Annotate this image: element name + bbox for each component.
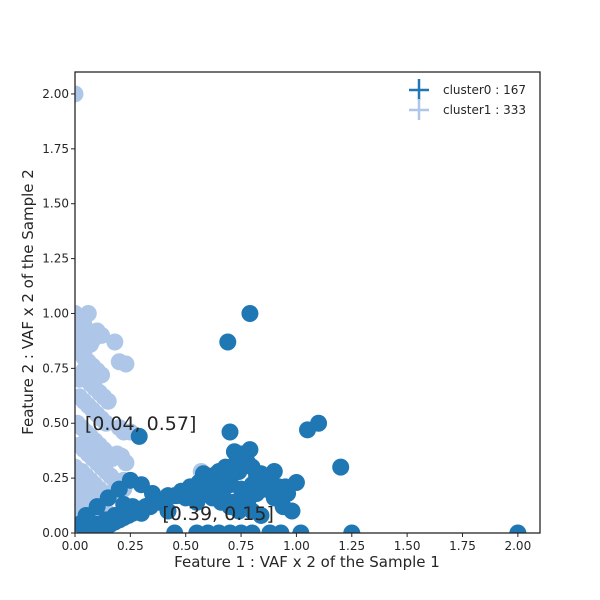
y-tick-label: 0.00: [42, 526, 69, 540]
x-tick-label: 1.25: [338, 539, 365, 553]
point-cluster1: [93, 326, 111, 344]
y-tick-label: 0.75: [42, 361, 69, 375]
point-cluster0: [221, 423, 239, 441]
x-tick-label: 1.50: [394, 539, 421, 553]
point-cluster0: [279, 484, 297, 502]
point-cluster0: [265, 484, 283, 502]
point-cluster0: [292, 524, 310, 533]
point-cluster0: [252, 506, 270, 524]
point-cluster0: [332, 458, 350, 476]
x-tick-label: 0.50: [172, 539, 199, 553]
point-cluster0: [243, 524, 261, 533]
x-tick-label: 0.00: [62, 539, 89, 553]
point-cluster0: [166, 524, 184, 533]
point-cluster1: [117, 454, 135, 472]
legend-marker-cluster1: [409, 99, 429, 120]
point-cluster1: [117, 355, 135, 373]
x-axis-label: Feature 1 : VAF x 2 of the Sample 1: [174, 553, 440, 571]
x-tick-label: 2.00: [504, 539, 531, 553]
x-axis-ticks: 0.00 0.25 0.50 0.75 1.00 1.25 1.50 1.75 2.00: [62, 533, 531, 553]
y-tick-label: 2.00: [42, 87, 69, 101]
y-axis-ticks: 0.00 0.25 0.50 0.75 1.00 1.25 1.50 1.75 2.00: [42, 87, 75, 540]
point-cluster0: [283, 502, 301, 520]
data-points: [75, 85, 527, 533]
y-axis-label: Feature 2 : VAF x 2 of the Sample 2: [19, 169, 37, 435]
y-tick-label: 1.75: [42, 142, 69, 156]
point-cluster0: [159, 487, 177, 505]
y-tick-label: 1.00: [42, 306, 69, 320]
point-cluster0: [217, 491, 235, 509]
legend-label-cluster1: cluster1 : 333: [443, 103, 526, 117]
point-cluster0: [299, 421, 316, 439]
legend-marker-cluster0: [409, 79, 429, 100]
point-cluster0: [130, 427, 148, 445]
point-cluster0: [272, 524, 290, 533]
point-cluster1: [106, 333, 124, 351]
point-cluster1: [75, 85, 84, 103]
point-cluster0: [241, 304, 259, 322]
plot-frame: [74, 71, 541, 534]
legend: cluster0 : 167 cluster1 : 333: [409, 79, 526, 120]
point-cluster1: [75, 362, 93, 380]
annotations: [0.04, 0.57] [0.39, 0.15]: [85, 413, 274, 525]
point-cluster0: [239, 454, 257, 472]
x-tick-label: 0.25: [117, 539, 144, 553]
point-cluster1: [79, 304, 97, 322]
point-cluster0: [219, 333, 237, 351]
point-cluster0: [509, 524, 527, 533]
y-tick-label: 0.25: [42, 471, 69, 485]
point-cluster0: [343, 524, 361, 533]
point-cluster1: [99, 392, 117, 410]
x-tick-label: 1.00: [283, 539, 310, 553]
legend-label-cluster0: cluster0 : 167: [443, 83, 526, 97]
x-tick-label: 0.75: [228, 539, 255, 553]
y-tick-label: 1.50: [42, 197, 69, 211]
y-tick-label: 1.25: [42, 252, 69, 266]
centroid-annotation: [0.04, 0.57]: [85, 413, 197, 435]
point-cluster1: [97, 414, 115, 432]
y-tick-label: 0.50: [42, 416, 69, 430]
x-tick-label: 1.75: [449, 539, 476, 553]
centroid-annotation: [0.39, 0.15]: [162, 503, 274, 525]
